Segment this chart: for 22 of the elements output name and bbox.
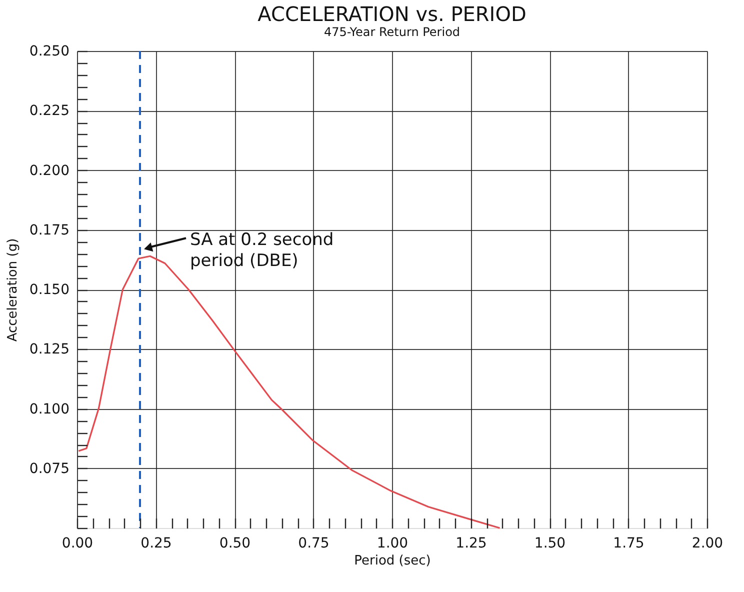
y-tick-label: 0.200 <box>29 162 70 179</box>
x-tick-label: 0.50 <box>219 536 251 552</box>
x-tick-label: 1.75 <box>613 536 644 552</box>
y-tick-label: 0.175 <box>29 222 70 238</box>
x-tick-label: 0.75 <box>298 536 330 552</box>
x-tick-label: 0.00 <box>62 536 94 552</box>
x-tick-label: 1.00 <box>376 536 408 552</box>
y-tick-label: 0.125 <box>29 342 70 358</box>
y-tick-label: 0.100 <box>29 401 70 418</box>
chart-subtitle: 475-Year Return Period <box>324 25 460 39</box>
y-tick-label: 0.075 <box>29 460 70 477</box>
y-axis-title: Acceleration (g) <box>5 238 20 342</box>
y-tick-label: 0.150 <box>29 282 70 298</box>
x-tick-label: 2.00 <box>692 536 724 552</box>
line-series <box>78 255 501 529</box>
chart-title: ACCELERATION vs. PERIOD <box>258 2 526 26</box>
y-tick-label: 0.225 <box>29 103 70 120</box>
x-tick-label: 1.25 <box>456 536 487 552</box>
x-tick-label: 0.25 <box>140 536 172 552</box>
y-tick-label: 0.250 <box>29 44 70 60</box>
x-tick-label: 1.50 <box>534 536 566 552</box>
x-axis-title: Period (sec) <box>354 554 431 568</box>
